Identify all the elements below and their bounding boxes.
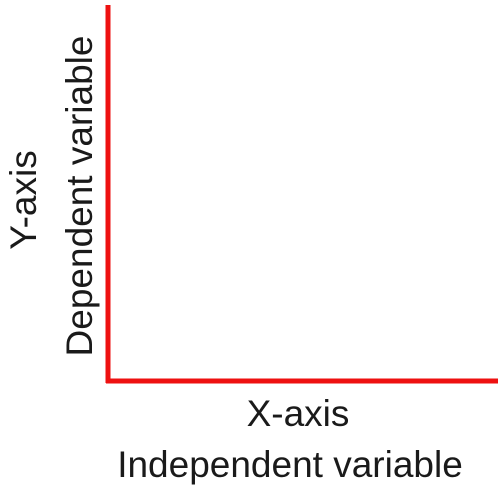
y-axis-subtitle: Dependent variable <box>59 36 100 357</box>
y-axis-title: Y-axis <box>3 150 44 249</box>
x-axis-subtitle: Independent variable <box>117 444 463 485</box>
x-axis-title: X-axis <box>247 393 350 434</box>
